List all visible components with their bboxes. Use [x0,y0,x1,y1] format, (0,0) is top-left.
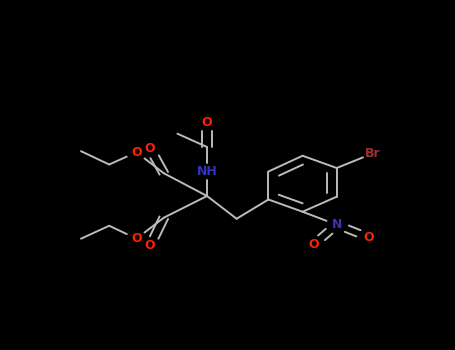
Text: NH: NH [197,165,217,178]
Text: Br: Br [365,147,381,160]
Text: O: O [131,146,142,159]
Text: O: O [308,238,319,251]
Text: O: O [145,142,156,155]
Text: Br: Br [365,147,381,160]
Text: O: O [145,142,156,155]
Text: O: O [131,146,142,159]
Text: O: O [145,239,156,252]
Text: N: N [332,218,342,231]
Text: O: O [308,238,319,251]
Text: O: O [145,239,156,252]
Text: O: O [202,116,212,129]
Text: N: N [332,218,342,231]
Text: O: O [131,232,142,245]
Text: O: O [202,116,212,129]
Text: O: O [131,232,142,245]
Text: NH: NH [197,165,217,178]
Text: O: O [363,231,374,244]
Text: O: O [363,231,374,244]
